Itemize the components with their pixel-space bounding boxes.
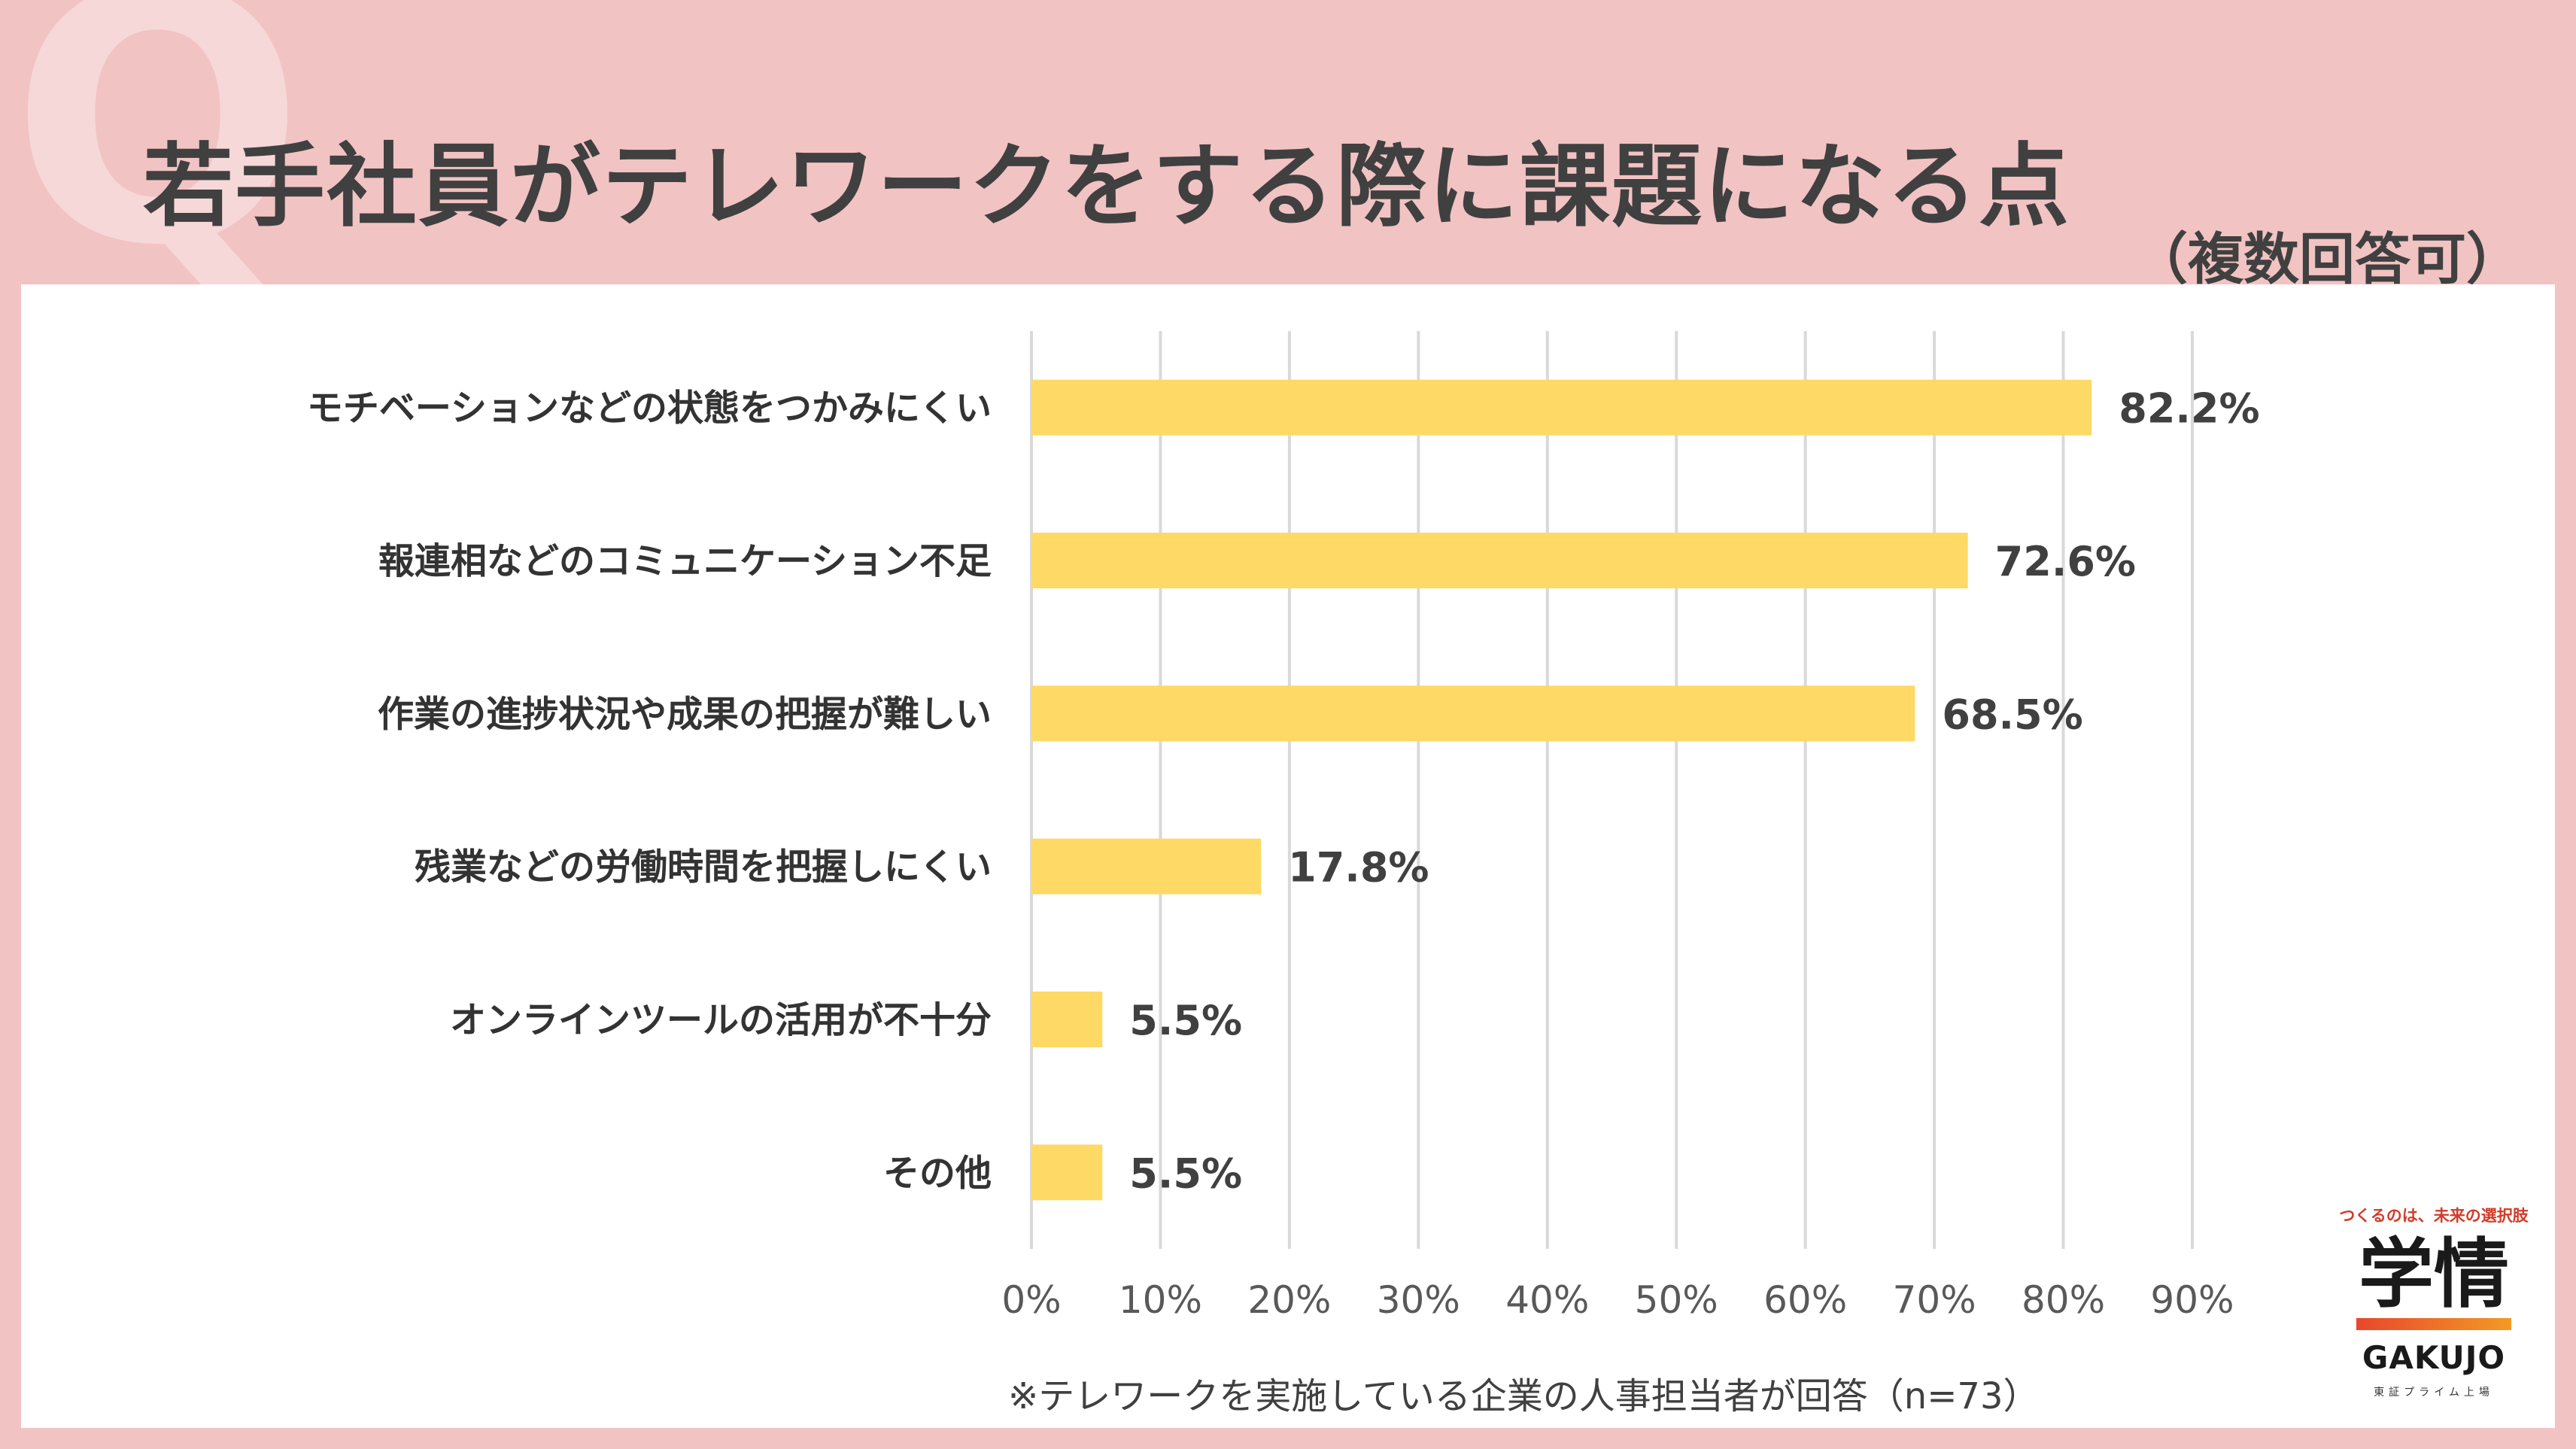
page-title: 若手社員がテレワークをする際に課題になる点 bbox=[143, 135, 2070, 239]
logo-name: GAKUJO bbox=[2362, 1339, 2506, 1376]
bar bbox=[1031, 533, 1968, 588]
category-label: 残業などの労働時間を把握しにくい bbox=[415, 846, 992, 889]
logo-bar bbox=[2356, 1318, 2511, 1330]
data-label: 82.2% bbox=[2119, 385, 2259, 433]
page-subtitle: （複数回答可） bbox=[2132, 227, 2522, 292]
data-label: 72.6% bbox=[1995, 538, 2136, 585]
x-tick-label: 10% bbox=[1119, 1278, 1202, 1322]
category-label: その他 bbox=[883, 1152, 992, 1194]
logo-listing: 東証プライム上場 bbox=[2374, 1387, 2494, 1399]
x-tick-label: 90% bbox=[2150, 1278, 2234, 1322]
x-tick-label: 50% bbox=[1635, 1278, 1718, 1322]
footnote: ※テレワークを実施している企業の人事担当者が回答（n=73） bbox=[1008, 1375, 2040, 1417]
bar bbox=[1031, 685, 1915, 742]
x-tick-label: 0% bbox=[1001, 1278, 1061, 1322]
x-tick-label: 20% bbox=[1247, 1278, 1331, 1322]
data-label: 17.8% bbox=[1288, 844, 1429, 892]
x-tick-label: 40% bbox=[1505, 1278, 1589, 1322]
data-label: 5.5% bbox=[1129, 997, 1242, 1044]
bar bbox=[1031, 1144, 1103, 1201]
x-tick-label: 70% bbox=[1893, 1278, 1976, 1322]
logo-tagline: つくるのは、未来の選択肢 bbox=[2339, 1207, 2529, 1225]
data-label: 5.5% bbox=[1129, 1150, 1242, 1197]
category-label: 報連相などのコミュニケーション不足 bbox=[378, 540, 992, 582]
data-label: 68.5% bbox=[1942, 691, 2082, 738]
bar bbox=[1031, 992, 1103, 1047]
bar bbox=[1031, 379, 2092, 436]
x-tick-label: 80% bbox=[2022, 1278, 2105, 1322]
x-tick-label: 30% bbox=[1377, 1278, 1460, 1322]
category-label: オンラインツールの活用が不十分 bbox=[450, 999, 992, 1041]
x-tick-label: 60% bbox=[1763, 1278, 1847, 1322]
gakujo-logo: つくるのは、未来の選択肢 学情 GAKUJO 東証プライム上場 bbox=[2325, 1204, 2543, 1407]
logo-mark: 学情 bbox=[2359, 1230, 2509, 1318]
category-label: 作業の進捗状況や成果の把握が難しい bbox=[378, 693, 992, 735]
category-label: モチベーションなどの状態をつかみにくい bbox=[307, 387, 992, 430]
bar bbox=[1031, 838, 1262, 895]
